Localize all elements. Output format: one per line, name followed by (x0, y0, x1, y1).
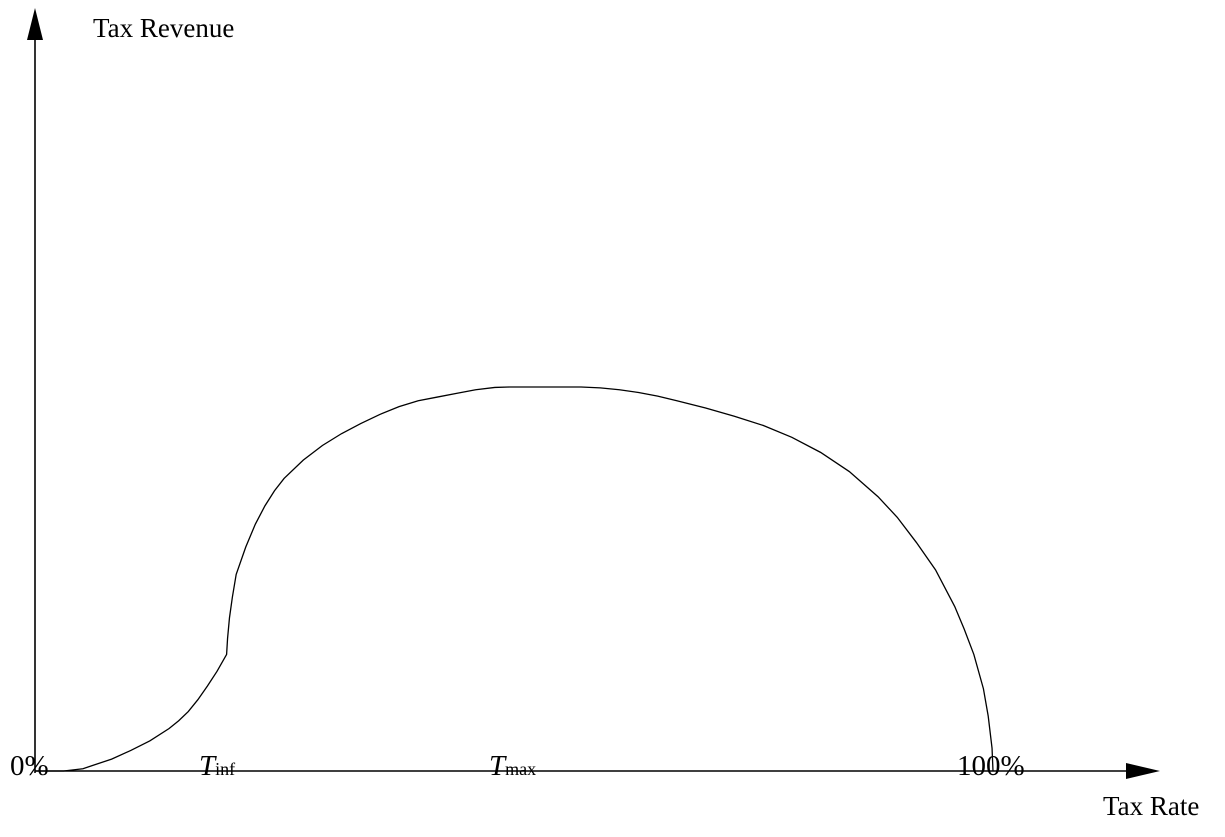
revenue-curve (35, 386, 994, 772)
tick-label-hundred-text: 100% (957, 750, 1025, 782)
y-axis-arrow-icon (27, 8, 43, 40)
x-axis-label: Tax Rate (1103, 791, 1200, 821)
x-axis-arrow-icon (1126, 763, 1160, 779)
tick-label-tmax: Tmax (489, 752, 536, 781)
tick-label-tmax-main: T (489, 750, 506, 782)
tick-label-tmax-sub: max (505, 759, 537, 779)
tick-label-hundred: 100% (957, 752, 1025, 781)
tick-label-zero: 0% (10, 752, 49, 781)
tick-label-tinf-main: T (199, 750, 216, 782)
y-axis-label: Tax Revenue (93, 13, 235, 43)
tick-label-tinf-sub: inf (215, 759, 236, 779)
tick-label-zero-text: 0% (10, 750, 49, 782)
tick-label-tinf: Tinf (199, 752, 235, 781)
